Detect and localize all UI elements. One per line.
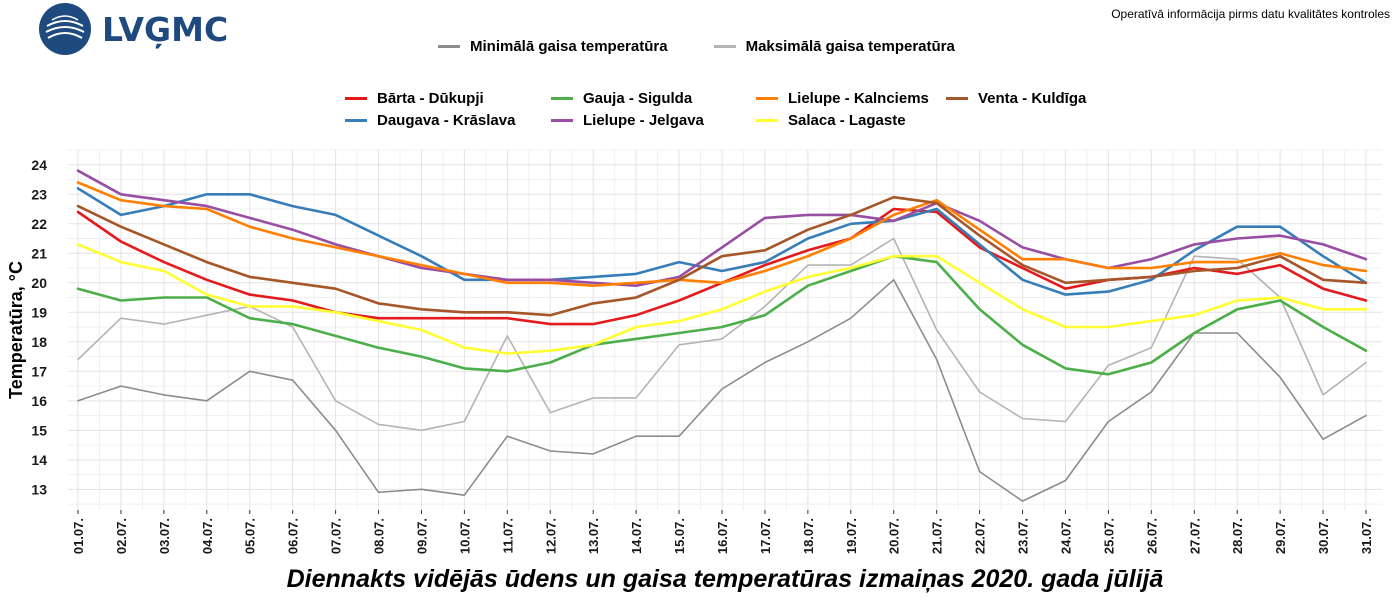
x-tick-label: 08.07. (372, 518, 387, 554)
x-tick-label: 18.07. (801, 518, 816, 554)
x-tick-label: 10.07. (457, 518, 472, 554)
legend-label: Minimālā gaisa temperatūra (470, 38, 668, 55)
legend-label: Salaca - Lagaste (788, 112, 906, 129)
x-tick-label: 28.07. (1230, 518, 1245, 554)
legend-label: Venta - Kuldīga (978, 90, 1087, 107)
legend-item-venta: Venta - Kuldīga (946, 90, 1106, 107)
chart-title: Diennakts vidējās ūdens un gaisa tempera… (286, 565, 1164, 593)
legend-swatch (946, 97, 968, 100)
legend-item-barta: Bārta - Dūkupji (345, 90, 551, 107)
x-tick-label: 31.07. (1359, 518, 1374, 554)
legend-item-salaca: Salaca - Lagaste (756, 112, 946, 129)
legend-swatch (551, 119, 573, 122)
lvgmc-logo-icon (39, 3, 91, 55)
x-tick-label: 27.07. (1187, 518, 1202, 554)
legend-swatch (438, 45, 460, 48)
y-tick-label: 14 (31, 452, 47, 468)
legend-item-gauja: Gauja - Sigulda (551, 90, 756, 107)
legend-label: Lielupe - Jelgava (583, 112, 704, 129)
x-tick-label: 06.07. (286, 518, 301, 554)
x-tick-label: 09.07. (414, 518, 429, 554)
x-tick-label: 19.07. (844, 518, 859, 554)
legend-swatch (551, 97, 573, 100)
y-tick-label: 19 (31, 304, 47, 320)
x-tick-label: 30.07. (1316, 518, 1331, 554)
x-tick-label: 24.07. (1058, 518, 1073, 554)
x-tick-label: 02.07. (114, 518, 129, 554)
x-tick-label: 01.07. (71, 518, 86, 554)
legend-label: Gauja - Sigulda (583, 90, 693, 107)
y-tick-label: 24 (31, 157, 47, 173)
y-tick-label: 20 (31, 275, 47, 291)
legend-swatch (345, 119, 367, 122)
x-tick-label: 11.07. (500, 518, 515, 553)
y-tick-label: 22 (31, 216, 47, 232)
x-tick-label: 22.07. (973, 518, 988, 554)
water-legend: Bārta - Dūkupji Gauja - Sigulda Lielupe … (345, 90, 1106, 129)
legend-item-lielupe-kalnciems: Lielupe - Kalnciems (756, 90, 946, 107)
series-line-min-air (77, 278, 1367, 502)
y-tick-label: 16 (31, 393, 47, 409)
x-tick-label: 25.07. (1101, 518, 1116, 554)
y-tick-label: 13 (31, 481, 47, 497)
x-tick-label: 03.07. (157, 518, 172, 554)
legend-label: Maksimālā gaisa temperatūra (745, 38, 955, 55)
x-tick-label: 16.07. (715, 518, 730, 554)
x-tick-label: 07.07. (329, 518, 344, 554)
legend-item-max-air: Maksimālā gaisa temperatūra (713, 38, 955, 55)
x-tick-label: 13.07. (586, 518, 601, 554)
y-axis-label: Temperatūra, °C (6, 261, 26, 399)
x-tick-label: 17.07. (758, 518, 773, 554)
y-tick-label: 18 (31, 334, 47, 350)
x-tick-label: 26.07. (1144, 518, 1159, 554)
series-line-daugava (76, 187, 1368, 296)
y-tick-label: 15 (31, 422, 47, 438)
series-line-gauja (76, 254, 1368, 376)
legend-item-min-air: Minimālā gaisa temperatūra (438, 38, 668, 55)
disclaimer: Operatīvā informācija pirms datu kvalitā… (1111, 7, 1390, 21)
x-tick-label: 04.07. (200, 518, 215, 554)
legend-item-daugava: Daugava - Krāslava (345, 112, 551, 129)
series-line-lielupe-kalnciems (76, 181, 1368, 288)
series-line-venta (76, 195, 1368, 317)
logo: LVĢMC (38, 2, 228, 56)
air-legend: Minimālā gaisa temperatūra Maksimālā gai… (438, 38, 955, 55)
x-tick-label: 14.07. (629, 518, 644, 554)
series-line-lielupe-jelgava (76, 169, 1368, 288)
legend-label: Lielupe - Kalnciems (788, 90, 929, 107)
x-tick-label: 23.07. (1016, 518, 1031, 554)
x-tick-label: 29.07. (1273, 518, 1288, 554)
x-tick-label: 05.07. (243, 518, 258, 554)
legend-swatch (756, 119, 778, 122)
x-tick-label: 12.07. (543, 518, 558, 554)
x-tick-label: 15.07. (672, 518, 687, 554)
y-tick-label: 21 (31, 245, 47, 261)
y-tick-label: 17 (31, 363, 47, 379)
logo-text: LVĢMC (102, 9, 229, 49)
legend-item-lielupe-jelgava: Lielupe - Jelgava (551, 112, 756, 129)
x-tick-label: 20.07. (887, 518, 902, 554)
series-line-salaca (76, 243, 1368, 355)
legend-swatch (756, 97, 778, 100)
y-tick-label: 23 (31, 186, 47, 202)
legend-label: Daugava - Krāslava (377, 112, 516, 129)
legend-swatch (713, 45, 736, 48)
legend-label: Bārta - Dūkupji (377, 90, 484, 107)
series-line-max-air (77, 237, 1367, 432)
legend-swatch (345, 97, 367, 100)
x-tick-label: 21.07. (930, 518, 945, 554)
